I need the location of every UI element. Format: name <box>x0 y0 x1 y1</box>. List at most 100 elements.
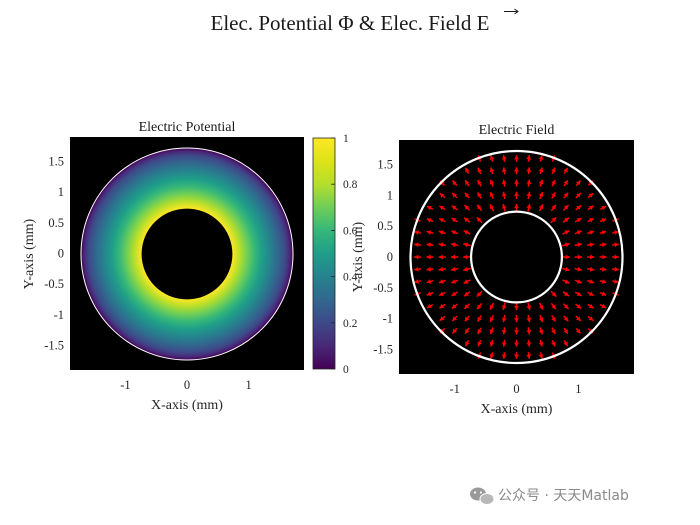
field-arrow <box>587 205 594 211</box>
field-arrow <box>514 179 519 187</box>
field-arrow <box>599 230 607 235</box>
field-arrow <box>612 254 619 260</box>
field-arrow <box>489 327 495 335</box>
field-arrow <box>426 218 434 223</box>
potential-x-tick-label: -1 <box>120 378 130 392</box>
field-arrow <box>451 192 458 199</box>
field-y-tick-label: -1.5 <box>373 342 393 356</box>
potential-x-tick-label: 1 <box>245 378 251 392</box>
colorbar-tick-label: 0.4 <box>343 272 358 284</box>
field-arrow <box>575 303 582 310</box>
field-arrow <box>562 242 570 248</box>
field-arrow <box>563 192 569 199</box>
potential-y-tick-label: -1.5 <box>44 338 64 352</box>
field-arrow <box>476 302 483 310</box>
field-arrow <box>489 179 495 187</box>
field-arrow <box>563 339 569 347</box>
field-arrow <box>438 254 446 260</box>
field-arrow <box>574 242 583 248</box>
potential-outer-boundary <box>80 147 294 361</box>
field-arrow <box>426 291 434 296</box>
field-arrow <box>426 254 434 260</box>
field-arrow <box>612 266 619 272</box>
field-y-tick-label: 1 <box>387 188 393 202</box>
field-arrow <box>538 155 544 162</box>
field-arrow <box>562 254 570 260</box>
field-arrow <box>464 167 470 175</box>
field-y-tick-label: -0.5 <box>373 281 393 295</box>
field-arrow <box>477 167 482 175</box>
watermark: 公众号 · 天天Matlab <box>470 487 629 505</box>
field-arrow <box>551 167 556 175</box>
field-arrow <box>501 191 507 200</box>
field-arrow <box>550 216 557 224</box>
field-arrow <box>450 266 459 272</box>
field-arrow <box>514 302 519 311</box>
potential-x-axis-label: X-axis (mm) <box>151 398 223 413</box>
field-arrow <box>438 266 446 272</box>
field-arrow <box>514 314 519 323</box>
field-arrow <box>574 279 583 284</box>
field-arrow <box>426 242 434 248</box>
field-arrow <box>414 230 421 235</box>
field-arrow <box>599 242 607 248</box>
field-arrow <box>599 291 607 296</box>
colorbar-tick-label: 0 <box>343 364 349 376</box>
field-arrow <box>575 315 582 322</box>
field-arrow <box>574 217 582 223</box>
field-arrow <box>463 266 471 272</box>
potential-y-tick-label: 1 <box>58 185 64 199</box>
field-arrow <box>489 167 495 175</box>
field-arrow <box>426 205 434 211</box>
potential-y-ticks: 1.5 1 0.5 0 -0.5 -1 -1.5 <box>44 155 64 353</box>
field-x-tick-label: -1 <box>449 382 459 396</box>
field-arrow <box>439 192 446 199</box>
field-arrow <box>414 266 421 272</box>
field-plot: Electric Field -1 0 1 1.5 1 0.5 0 -0.5 -1 -1.5 X… <box>351 123 634 417</box>
field-arrow <box>463 279 471 284</box>
field-arrow <box>439 303 446 309</box>
field-arrow <box>464 315 470 322</box>
field-arrow <box>438 242 446 248</box>
field-arrow <box>550 290 557 298</box>
field-arrow <box>489 352 495 359</box>
field-y-tick-label: -1 <box>383 312 393 326</box>
suptitle-vector-arrow-icon <box>504 8 519 15</box>
field-arrow <box>599 303 607 309</box>
field-arrow <box>612 242 619 248</box>
field-arrow <box>501 179 507 187</box>
field-arrow <box>426 303 434 309</box>
field-arrow <box>599 254 607 260</box>
field-inner-boundary <box>470 210 564 304</box>
field-arrow <box>563 167 569 175</box>
field-arrow <box>538 204 544 212</box>
field-arrow <box>574 254 583 260</box>
field-arrow <box>599 218 607 223</box>
colorbar-tick-label: 0.2 <box>343 318 358 330</box>
field-arrow <box>599 205 607 211</box>
field-arrow <box>526 314 532 323</box>
field-arrow <box>587 315 594 322</box>
field-y-ticks: 1.5 1 0.5 0 -0.5 -1 -1.5 <box>373 158 393 357</box>
field-arrow <box>414 242 421 248</box>
potential-y-tick-label: -1 <box>54 308 64 322</box>
field-arrow <box>526 155 532 162</box>
field-arrow <box>501 352 507 359</box>
field-arrow <box>514 203 519 212</box>
field-arrow <box>599 279 607 284</box>
field-arrow <box>501 302 507 311</box>
field-arrow <box>550 204 557 212</box>
field-arrow <box>501 155 507 162</box>
field-arrow <box>476 191 482 199</box>
field-arrow <box>574 266 583 272</box>
field-arrow <box>562 217 570 223</box>
field-arrow <box>612 279 619 284</box>
field-arrow <box>587 217 595 223</box>
potential-y-axis-label: Y-axis (mm) <box>22 218 37 289</box>
field-arrow <box>489 191 495 200</box>
field-arrow <box>526 352 532 359</box>
field-arrow <box>587 266 595 272</box>
field-arrow <box>538 314 544 323</box>
field-arrow <box>574 291 582 297</box>
